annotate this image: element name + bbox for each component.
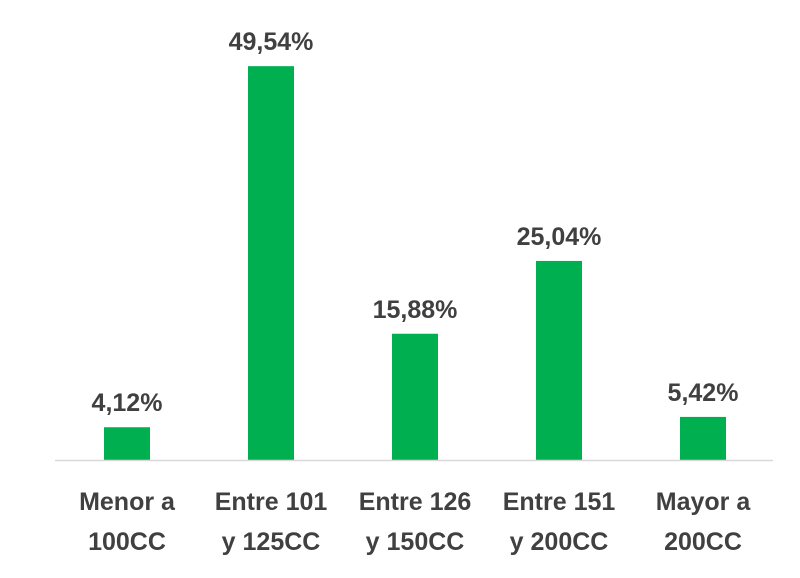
bars-group bbox=[104, 66, 726, 461]
data-label-2: 15,88% bbox=[373, 296, 458, 324]
category-label-0-line-0: Menor a bbox=[79, 488, 176, 516]
category-label-1-line-1: y 125CC bbox=[222, 528, 321, 556]
category-label-2-line-0: Entre 126 bbox=[359, 488, 472, 516]
bar-4 bbox=[680, 416, 726, 460]
category-label-2-line-1: y 150CC bbox=[366, 528, 465, 556]
data-labels-group: 4,12% 49,54% 15,88% 25,04% 5,42% bbox=[92, 28, 739, 417]
category-label-1-line-0: Entre 101 bbox=[215, 488, 328, 516]
category-label-4-line-0: Mayor a bbox=[656, 488, 752, 516]
bar-3 bbox=[536, 260, 582, 460]
data-label-3: 25,04% bbox=[517, 223, 602, 251]
data-label-1: 49,54% bbox=[229, 28, 314, 56]
data-label-0: 4,12% bbox=[92, 389, 163, 417]
bar-2 bbox=[392, 333, 438, 460]
bar-0 bbox=[104, 427, 150, 460]
category-label-3-line-0: Entre 151 bbox=[503, 488, 616, 516]
category-label-3-line-1: y 200CC bbox=[510, 528, 609, 556]
category-label-4-line-1: 200CC bbox=[664, 528, 742, 556]
category-labels-group: Menor a 100CC Entre 101 y 125CC Entre 126 y 1… bbox=[79, 488, 751, 556]
data-label-4: 5,42% bbox=[668, 379, 739, 407]
category-label-0-line-1: 100CC bbox=[88, 528, 166, 556]
bar-1 bbox=[248, 66, 294, 461]
